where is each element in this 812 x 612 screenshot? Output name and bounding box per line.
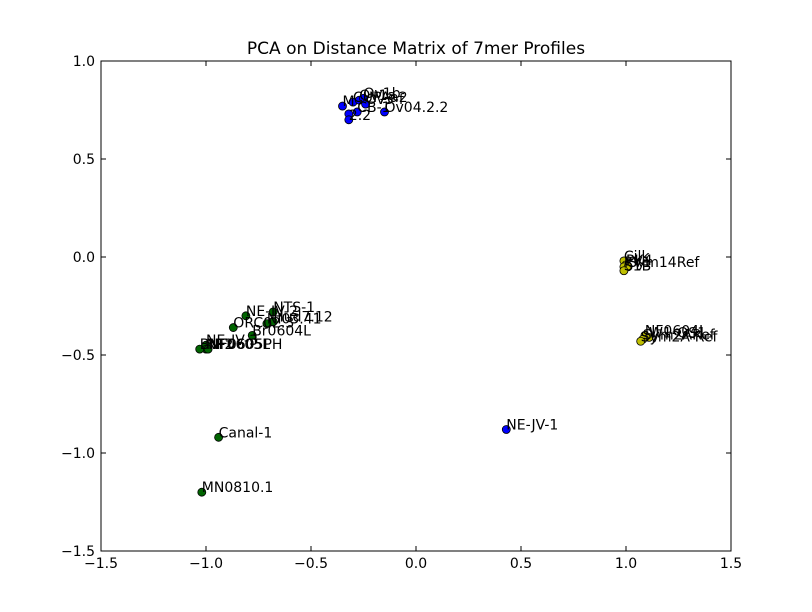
- point-label: Sym14Ref: [628, 255, 700, 271]
- data-point-green: [247, 330, 257, 340]
- y-tick-label: 0.0: [73, 250, 95, 266]
- x-tick-label: 0.5: [510, 556, 532, 572]
- data-point-green: [241, 311, 251, 321]
- point-label: Hud7.12: [273, 310, 332, 326]
- point-label: NF2: [206, 337, 233, 353]
- x-tick-label: −1.5: [84, 556, 118, 572]
- data-point-green: [197, 487, 207, 497]
- data-point-green: [214, 432, 224, 442]
- point-label: NE-JV-3: [206, 333, 258, 349]
- ticks-layer: −1.5 −1.0 −0.5 0.0 0.5 1.0 1.5 −1.5 −1.0 −0.5 0.0 0…: [61, 54, 742, 572]
- point-label: NI03.41: [267, 312, 322, 328]
- point-label: PK4: [626, 253, 653, 269]
- x-tick-label: 1.0: [615, 556, 637, 572]
- data-point-blue: [501, 425, 511, 434]
- point-label: Sym2A-Ref: [641, 329, 719, 345]
- y-tick-label: 0.5: [73, 152, 95, 168]
- point-label: NTS-1: [273, 300, 315, 316]
- data-point-green: [262, 319, 272, 329]
- y-tick-label: −1.5: [61, 544, 95, 560]
- point-label: Ov1b: [364, 86, 401, 102]
- point-label: NE-JV-2: [246, 304, 298, 320]
- data-point-blue: [352, 107, 362, 117]
- point-label: M: [343, 94, 355, 110]
- point-label: Ov3-f: [366, 92, 405, 108]
- point-label: Canal-1: [219, 425, 273, 441]
- point-label: 2.2: [349, 108, 371, 124]
- y-tick-label: 1.0: [73, 54, 95, 70]
- points-layer: [195, 93, 654, 497]
- data-point-yellow: [636, 336, 646, 346]
- point-label: NE-JV-1: [506, 417, 558, 433]
- plot-area: [101, 61, 731, 551]
- data-point-blue: [380, 107, 389, 117]
- point-label: Cilk: [624, 249, 651, 265]
- point-label: MN0810.1: [202, 480, 274, 496]
- data-point-blue: [361, 99, 371, 109]
- point-label: Sym2ARef: [643, 327, 716, 343]
- point-label: NF0604L: [645, 323, 707, 339]
- x-tick-label: −1.0: [189, 556, 223, 572]
- point-label: Ov04.2.2: [385, 100, 449, 116]
- point-label: NF0605L: [208, 337, 270, 353]
- x-tick-label: −0.5: [294, 556, 328, 572]
- point-label: RV1: [624, 255, 651, 271]
- point-label: ORC02.3: [233, 316, 294, 332]
- point-label: Br0604L: [252, 323, 311, 339]
- data-point-green: [203, 344, 213, 354]
- data-point-green: [195, 344, 205, 354]
- x-tick-label: 0.0: [405, 556, 427, 572]
- y-tick-label: −1.0: [61, 446, 95, 462]
- data-point-yellow: [619, 266, 629, 276]
- point-label: S1B: [624, 259, 651, 275]
- y-tick-label: −0.5: [61, 348, 95, 364]
- data-point-blue: [338, 101, 347, 111]
- data-point-green: [228, 323, 238, 332]
- point-label: BNF0605PH: [200, 337, 283, 353]
- point-label: W1-OS1: [649, 325, 706, 341]
- chart-title: PCA on Distance Matrix of 7mer Profiles: [247, 39, 585, 59]
- data-point-blue: [344, 115, 354, 125]
- point-label: CB-1: [357, 100, 390, 116]
- data-point-green: [268, 307, 278, 317]
- x-tick-label: 1.5: [720, 556, 742, 572]
- point-label: CUPAa2: [353, 90, 408, 106]
- point-label: Ov1a: [359, 88, 396, 104]
